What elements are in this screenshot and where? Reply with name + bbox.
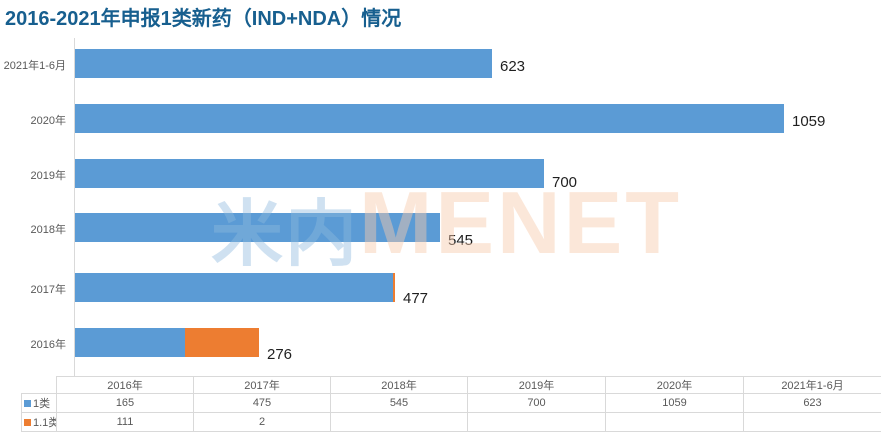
table-cell [743, 412, 881, 432]
table-header-cell: 2018年 [330, 376, 468, 394]
bar-segment-1类 [75, 328, 185, 357]
table-cell: 623 [743, 393, 881, 413]
category-label: 2019年 [30, 170, 66, 182]
legend-swatch-icon [24, 400, 31, 407]
data-table: 2016年 2017年 2018年 2019年 2020年 2021年1-6月 1类 165 4… [21, 376, 881, 432]
bar-segment-1.1类 [185, 328, 259, 357]
value-label: 623 [500, 58, 526, 75]
table-header-cell: 2016年 [56, 376, 194, 394]
table-header-row: 2016年 2017年 2018年 2019年 2020年 2021年1-6月 [22, 376, 881, 394]
table-cell: 545 [330, 393, 468, 413]
table-cell: 475 [193, 393, 331, 413]
table-cell [330, 412, 468, 432]
bar-segment-1类 [75, 104, 784, 133]
table-row: 1.1类1112 [21, 412, 881, 432]
table-header-cell: 2017年 [193, 376, 331, 394]
series-label: 1.1类 [33, 417, 56, 429]
value-label: 545 [448, 232, 474, 249]
table-cell: 700 [467, 393, 606, 413]
value-label: 477 [403, 290, 429, 307]
table-cell: 165 [56, 393, 194, 413]
category-label: 2018年 [30, 224, 66, 236]
bar-segment-1类 [75, 213, 440, 242]
bar-segment-1.1类 [393, 273, 395, 302]
table-cell: 111 [56, 412, 194, 432]
y-axis-line [74, 38, 75, 376]
value-label: 1059 [792, 113, 826, 130]
legend-swatch-icon [24, 419, 31, 426]
category-label: 2020年 [30, 115, 66, 127]
table-cell: 2 [193, 412, 331, 432]
series-label: 1类 [33, 398, 51, 410]
table-header-cell: 2021年1-6月 [743, 376, 881, 394]
table-row: 1类 165 475 545 700 1059 623 [21, 393, 881, 413]
table-header-cell [22, 377, 57, 394]
chart-title: 2016-2021年申报1类新药（IND+NDA）情况 [5, 8, 402, 30]
series-legend-cell: 1类 [21, 393, 57, 413]
value-label: 276 [267, 346, 293, 363]
bar-segment-1类 [75, 273, 393, 302]
series-legend-cell: 1.1类 [21, 412, 57, 432]
category-label: 2017年 [30, 284, 66, 296]
value-label: 700 [552, 174, 578, 191]
table-header-cell: 2019年 [467, 376, 606, 394]
bar-segment-1类 [75, 159, 544, 188]
bar-segment-1类 [75, 49, 492, 78]
category-label: 2016年 [30, 339, 66, 351]
table-header-cell: 2020年 [605, 376, 744, 394]
category-label: 2021年1-6月 [3, 60, 66, 72]
table-cell [605, 412, 744, 432]
table-cell [467, 412, 606, 432]
table-cell: 1059 [605, 393, 744, 413]
